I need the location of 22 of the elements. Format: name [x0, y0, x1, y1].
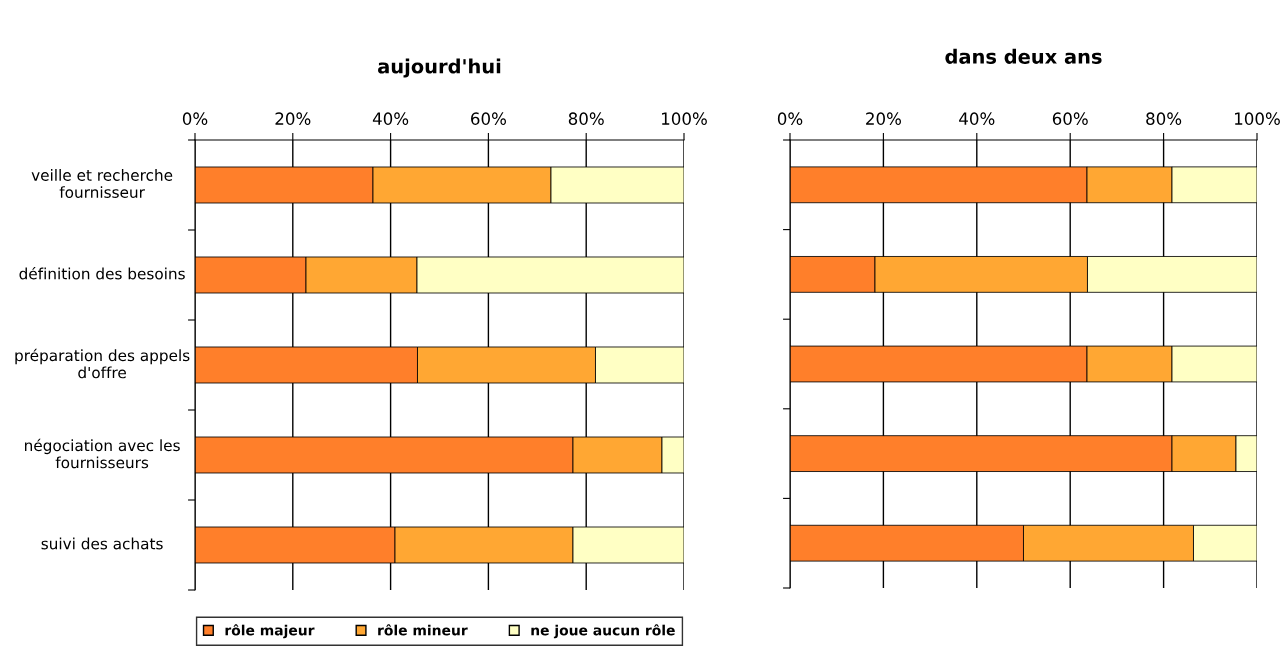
- x-tick-label: 40%: [372, 112, 409, 125]
- x-tick-label: 100%: [662, 112, 707, 125]
- x-tick-label: 0%: [777, 112, 803, 125]
- y-tick-label: définition des besoins: [19, 267, 185, 280]
- y-tick-label: veille et recherche fournisseur: [31, 169, 173, 198]
- x-tick-label: 60%: [1052, 112, 1088, 125]
- x-tick-label: 40%: [959, 112, 995, 125]
- x-tick-label: 80%: [1146, 112, 1182, 125]
- legend-label: rôle majeur: [225, 624, 315, 639]
- x-tick-label: 80%: [568, 112, 604, 125]
- chart-title: aujourd'hui: [378, 58, 501, 78]
- chart-title: dans deux ans: [945, 48, 1102, 64]
- x-tick-label: 100%: [1235, 112, 1280, 125]
- x-tick-label: 20%: [866, 112, 901, 125]
- y-tick-label: négociation avec les fournisseurs: [25, 438, 180, 469]
- y-tick-label: préparation des appels d'offre: [15, 348, 190, 379]
- x-tick-label: 0%: [182, 112, 208, 125]
- x-tick-label: 20%: [275, 112, 311, 125]
- x-tick-label: 60%: [471, 112, 506, 125]
- legend-label: rôle mineur: [378, 624, 468, 636]
- y-tick-label: suivi des achats: [41, 537, 163, 550]
- legend-label: ne joue aucun rôle: [531, 624, 675, 639]
